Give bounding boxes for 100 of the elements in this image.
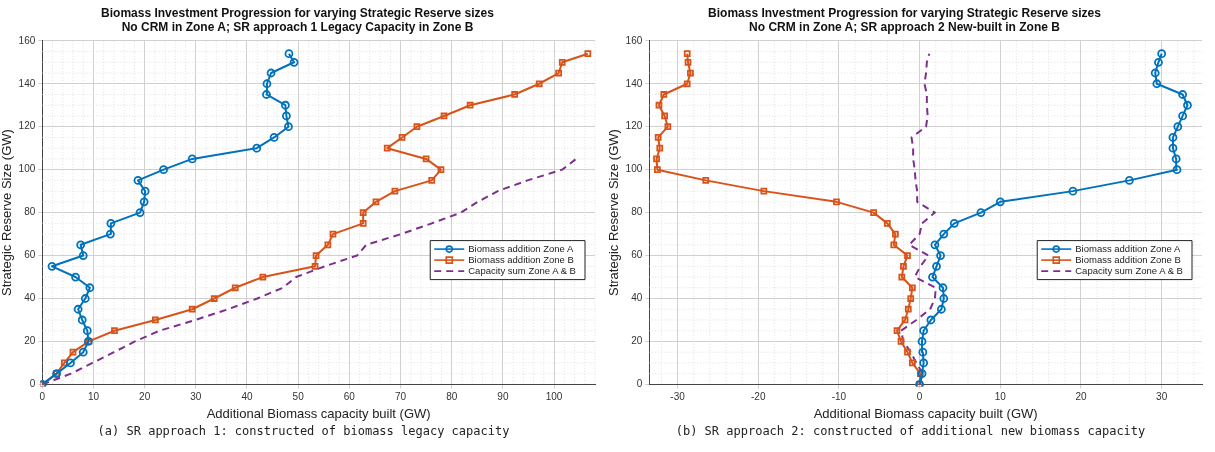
- point: [66, 358, 75, 368]
- point: [1168, 143, 1178, 153]
- point: [252, 143, 262, 153]
- y-tick-label: 0: [636, 378, 643, 390]
- point: [870, 209, 877, 216]
- point: [428, 177, 436, 184]
- x-tick-label: 10: [994, 391, 1007, 403]
- point: [383, 144, 391, 152]
- point: [684, 58, 692, 66]
- y-tick-label: 80: [24, 206, 36, 218]
- y-axis-title: Strategic Reserve Size (GW): [0, 129, 15, 297]
- point: [422, 155, 430, 163]
- legend-label: Biomass addition Zone A: [1075, 242, 1181, 254]
- point: [660, 91, 668, 98]
- point: [78, 251, 88, 260]
- chart-title: Biomass Investment Progression for varying Strategic Reserve sizes: [101, 5, 495, 20]
- point: [883, 219, 891, 227]
- point: [687, 69, 694, 77]
- y-tick-label: 40: [631, 292, 643, 304]
- point: [1171, 154, 1181, 164]
- point: [995, 197, 1005, 207]
- point: [890, 241, 898, 249]
- point: [904, 252, 911, 259]
- point: [555, 69, 563, 77]
- point: [280, 100, 290, 110]
- point: [939, 229, 949, 239]
- y-tick-label: 160: [625, 34, 643, 46]
- x-tick-label: -30: [670, 391, 686, 403]
- point: [558, 58, 566, 66]
- point: [932, 261, 941, 271]
- x-tick-label: 40: [241, 391, 253, 403]
- point: [833, 198, 840, 206]
- point: [106, 218, 116, 228]
- x-axis-title: Additional Biomass capacity built (GW): [206, 405, 431, 421]
- point: [535, 80, 543, 88]
- point: [702, 177, 710, 184]
- point: [152, 316, 159, 324]
- x-tick-label: 10: [87, 391, 100, 403]
- point: [312, 252, 320, 259]
- y-tick-label: 100: [18, 163, 36, 175]
- point: [80, 294, 90, 303]
- point: [324, 241, 332, 249]
- y-tick-label: 100: [625, 163, 643, 175]
- y-tick-label: 0: [29, 378, 36, 390]
- point: [917, 337, 927, 346]
- point: [440, 112, 448, 120]
- point: [936, 304, 946, 314]
- point: [266, 68, 276, 78]
- legend-label: Capacity sum Zone A & B: [1075, 264, 1183, 276]
- point: [908, 284, 916, 292]
- point: [60, 359, 68, 367]
- point: [654, 134, 662, 141]
- point: [262, 79, 272, 89]
- point: [892, 230, 899, 238]
- point: [760, 187, 768, 195]
- point: [928, 272, 937, 282]
- point: [398, 134, 406, 141]
- y-tick-label: 140: [625, 77, 643, 89]
- x-tick-label: 0: [39, 391, 46, 403]
- point: [1168, 133, 1178, 142]
- point: [1172, 165, 1182, 175]
- point: [135, 208, 145, 217]
- point: [1068, 186, 1078, 196]
- point: [284, 49, 294, 59]
- point: [437, 166, 445, 174]
- point: [919, 326, 929, 336]
- y-tick-label: 40: [24, 292, 36, 304]
- point: [661, 112, 668, 120]
- point: [907, 295, 915, 302]
- point: [231, 284, 239, 292]
- chart-subtitle: No CRM in Zone A; SR approach 1 Legacy Capacity in Zone B: [121, 19, 474, 34]
- point: [139, 197, 149, 207]
- point: [683, 80, 691, 88]
- point: [47, 261, 57, 271]
- chart-title: Biomass Investment Progression for varying Strategic Reserve sizes: [708, 5, 1102, 20]
- point: [653, 155, 660, 163]
- point: [976, 208, 986, 217]
- x-tick-label: -20: [750, 391, 766, 403]
- point: [359, 219, 367, 227]
- y-tick-label: 140: [18, 77, 36, 89]
- point: [936, 251, 945, 260]
- y-tick-label: 80: [631, 206, 643, 218]
- x-axis-title: Additional Biomass capacity built (GW): [813, 405, 1038, 421]
- point: [584, 50, 592, 58]
- point: [908, 359, 916, 367]
- x-tick-label: 50: [292, 391, 305, 403]
- point: [329, 230, 337, 238]
- point: [77, 315, 87, 325]
- y-tick-label: 120: [625, 120, 643, 132]
- point: [372, 198, 380, 206]
- legend-label: Biomass addition Zone B: [1075, 253, 1181, 265]
- point: [930, 240, 940, 250]
- y-tick-label: 120: [18, 120, 36, 132]
- point: [919, 358, 929, 368]
- y-tick-label: 160: [18, 34, 36, 46]
- point: [133, 175, 143, 185]
- x-tick-label: 20: [139, 391, 151, 403]
- point: [1173, 122, 1183, 132]
- y-tick-label: 20: [24, 335, 36, 347]
- point: [511, 91, 519, 98]
